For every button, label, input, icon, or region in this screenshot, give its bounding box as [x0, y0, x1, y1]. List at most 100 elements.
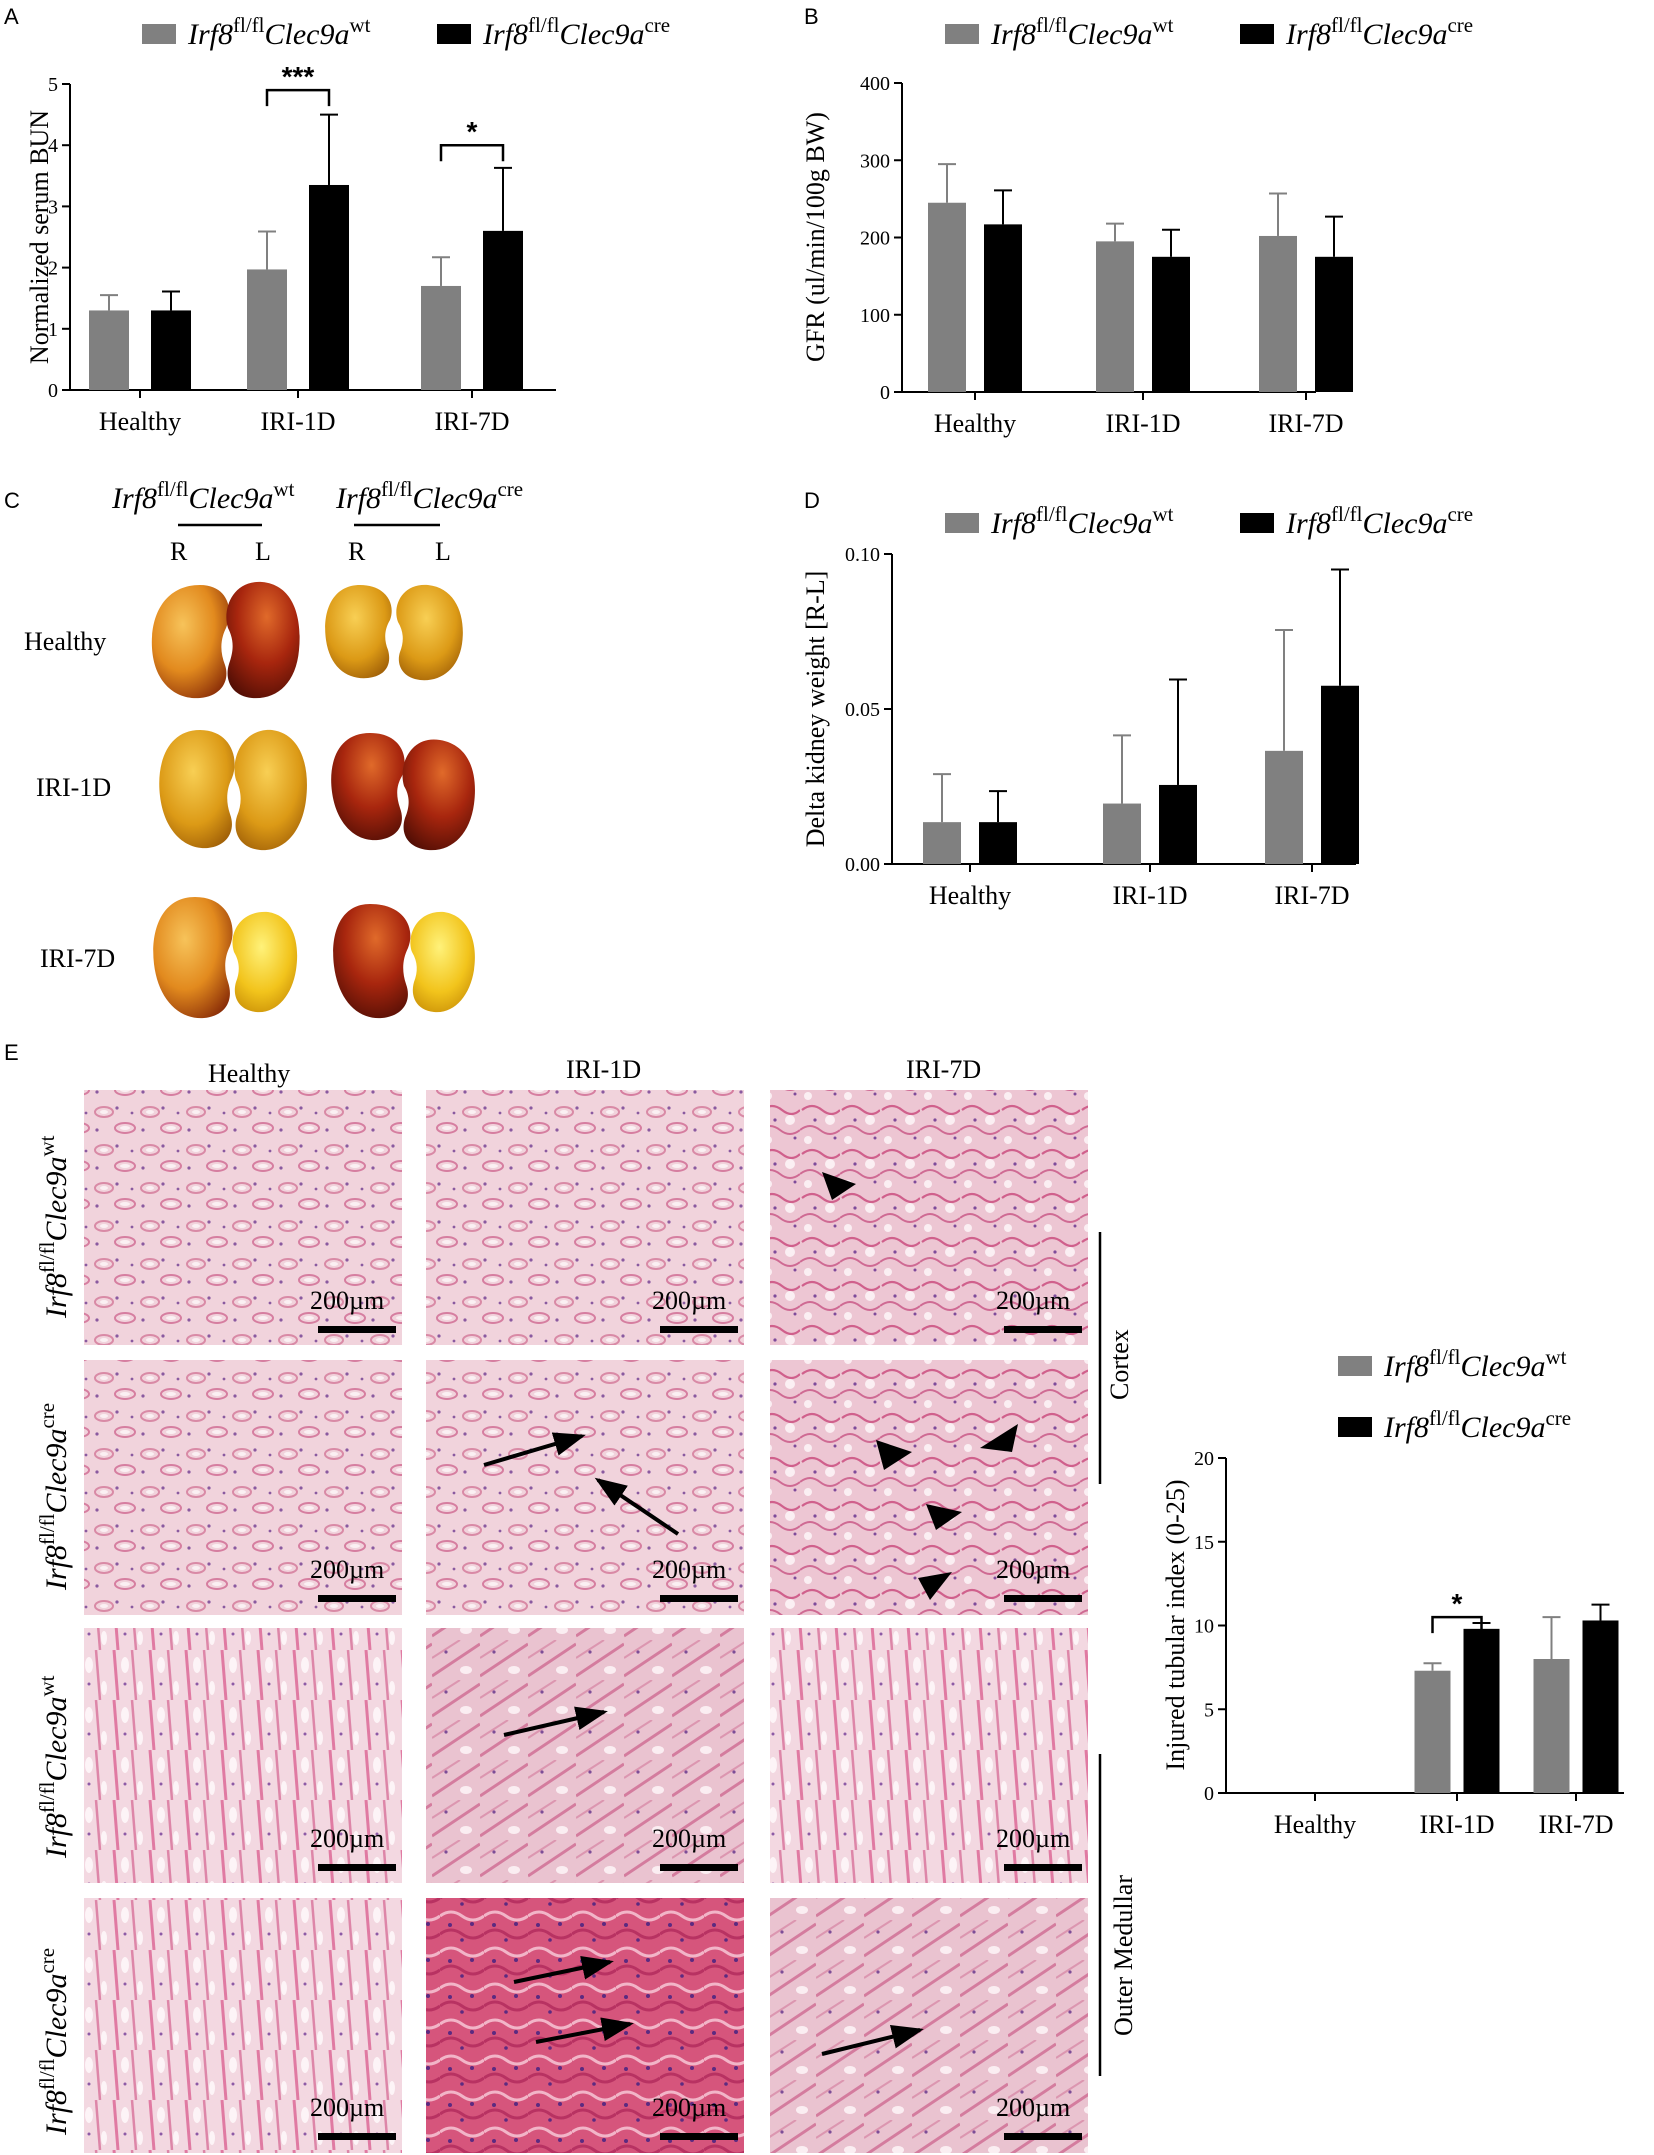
chart-b-ytick-label: 100: [860, 305, 890, 327]
kidney-wt-iri1d-l: [234, 729, 307, 851]
kidney-cre-iri7d-l: [410, 911, 475, 1013]
chart-a-bar-wt-iri-1d: [247, 269, 287, 390]
chart-d-bar-cre-healthy: [979, 822, 1017, 864]
chart-d-ytick-label: 0.00: [845, 854, 880, 876]
chart-a-xtick-label: Healthy: [99, 407, 181, 436]
kidney-cre-iri1d-l: [402, 739, 475, 851]
scale-label-r4c1: 200µm: [310, 2093, 384, 2122]
chart-e-right-legend-swatch-wt: [1338, 1356, 1372, 1376]
scale-label-r1c1: 200µm: [310, 1286, 384, 1315]
chart-b-ytick-label: 200: [860, 228, 890, 250]
chart-a-serum-bun: 0 1 2 3 4 5 Normalized serum BUN Healthy IRI-1D I…: [25, 13, 670, 436]
chart-d-xtick-label: IRI-7D: [1274, 881, 1349, 910]
histo-r4-iri1d: [426, 1898, 744, 2153]
scale-label-r3c3: 200µm: [996, 1824, 1070, 1853]
chart-b-bar-cre-iri-1d: [1152, 256, 1190, 392]
chart-d-bar-cre-iri-1d: [1159, 784, 1197, 864]
arrowhead-marker-r2c3-b: [980, 1424, 1018, 1452]
chart-b-legend-swatch-wt: [945, 24, 979, 44]
kidney-cre-iri1d-r: [331, 733, 405, 841]
chart-a-ytick-label: 4: [48, 135, 58, 157]
panel-c-kidney-photos: Irf8fl/flClec9awt Irf8fl/flClec9acre R L…: [24, 477, 523, 1019]
scale-label-r2c3: 200µm: [996, 1555, 1070, 1584]
histo-r1-healthy: [84, 1090, 402, 1345]
panel-letter-d: D: [804, 488, 820, 513]
chart-e-right-ytick-label: 0: [1204, 1783, 1214, 1805]
panel-letter-a: A: [4, 4, 19, 29]
chart-a-sig-bracket: [265, 88, 331, 107]
panel-letter-c: C: [4, 488, 20, 513]
chart-a-sig-label: *: [467, 116, 478, 147]
chart-d-legend-label-wt: Irf8fl/flClec9awt: [990, 502, 1174, 540]
chart-b-bar-wt-iri-1d: [1096, 241, 1134, 392]
kidney-wt-iri7d-r: [153, 897, 233, 1019]
arrowhead-marker-r1c3: [822, 1172, 856, 1200]
chart-d-ylabel: Delta kidney weight [R-L]: [801, 571, 830, 848]
panel-c-rl-l2: L: [435, 537, 451, 566]
kidney-wt-healthy-r: [151, 585, 230, 699]
outer-medullar-label: Outer Medullar: [1109, 1875, 1138, 2036]
chart-b-ytick-label: 300: [860, 150, 890, 172]
chart-b-ylabel: GFR (ul/min/100g BW): [801, 112, 830, 362]
chart-b-xtick-label: Healthy: [934, 409, 1016, 438]
histo-r1-iri1d: [426, 1090, 744, 1345]
chart-a-legend-label-cre: Irf8fl/flClec9acre: [482, 13, 670, 51]
chart-d-xtick-label: Healthy: [929, 881, 1011, 910]
chart-d-legend-swatch-wt: [945, 513, 979, 533]
chart-e-right-bar-wt-iri-1d: [1414, 1670, 1451, 1793]
kidney-cre-iri7d-r: [333, 904, 411, 1019]
chart-a-bar-cre-iri-1d: [309, 184, 349, 390]
chart-a-ytick-label: 5: [48, 74, 58, 96]
chart-e-right-sig-bracket: [1431, 1615, 1483, 1634]
chart-d-bar-wt-healthy: [923, 822, 961, 864]
scale-label-r1c2: 200µm: [652, 1286, 726, 1315]
chart-d-ytick-label: 0.05: [845, 699, 880, 721]
chart-b-ytick-label: 400: [860, 73, 890, 95]
chart-e-right-ytick-label: 5: [1204, 1699, 1214, 1721]
chart-b-legend-swatch-cre: [1240, 24, 1274, 44]
kidney-wt-iri7d-l: [232, 911, 298, 1013]
chart-e-right-legend-label-wt: Irf8fl/flClec9awt: [1383, 1345, 1567, 1383]
cortex-label: Cortex: [1105, 1329, 1134, 1400]
chart-e-right-xtick-label: IRI-7D: [1538, 1810, 1613, 1839]
panel-e-row-label-1: Irf8fl/flClec9awt: [35, 1135, 73, 1319]
chart-b-gfr: 0 100 200 300 400 GFR (ul/min/100g BW) Healthy…: [801, 13, 1473, 438]
arrow-r3c2: [503, 1706, 608, 1737]
chart-d-legend-swatch-cre: [1240, 513, 1274, 533]
kidney-cre-healthy-r: [325, 585, 392, 679]
chart-e-right-ytick-label: 10: [1194, 1616, 1214, 1638]
histo-r2-iri1d: [426, 1360, 744, 1615]
histo-r4-iri7d: [770, 1898, 1088, 2153]
scale-label-r2c1: 200µm: [310, 1555, 384, 1584]
chart-b-xtick-label: IRI-7D: [1268, 409, 1343, 438]
scale-label-r3c1: 200µm: [310, 1824, 384, 1853]
panel-c-rl-l1: L: [255, 537, 271, 566]
chart-b-bar-wt-healthy: [928, 202, 966, 392]
kidney-wt-healthy-l: [226, 581, 300, 699]
chart-b-bar-wt-iri-7d: [1259, 235, 1297, 392]
scale-label-r1c3: 200µm: [996, 1286, 1070, 1315]
chart-b-legend-label-cre: Irf8fl/flClec9acre: [1285, 13, 1473, 51]
arrow-r4c2-b: [535, 2017, 634, 2044]
arrowhead-marker-r2c3-d: [918, 1572, 952, 1600]
panel-e-histology: Healthy IRI-1D IRI-7D Irf8fl/flClec9awt …: [35, 1055, 1138, 2153]
chart-a-legend-label-wt: Irf8fl/flClec9awt: [187, 13, 371, 51]
chart-e-right-legend-label-cre: Irf8fl/flClec9acre: [1383, 1406, 1571, 1444]
panel-c-rl-r2: R: [348, 537, 366, 566]
arrowhead-marker-r2c3-c: [926, 1504, 962, 1530]
kidney-cre-healthy-l: [396, 584, 463, 681]
chart-a-sig-bracket: [439, 143, 505, 162]
chart-b-xtick-label: IRI-1D: [1105, 409, 1180, 438]
panel-c-header-wt: Irf8fl/flClec9awt: [111, 477, 295, 515]
chart-a-ytick-label: 2: [48, 258, 58, 280]
panel-e-row-label-2: Irf8fl/flClec9acre: [35, 1403, 73, 1591]
chart-a-legend-swatch-wt: [142, 24, 176, 44]
chart-d-legend-label-cre: Irf8fl/flClec9acre: [1285, 502, 1473, 540]
scale-label-r2c2: 200µm: [652, 1555, 726, 1584]
histo-r1-iri7d: [770, 1090, 1088, 1345]
chart-e-right-bar-cre-iri-1d: [1463, 1628, 1500, 1793]
arrow-r2c2-b: [594, 1477, 680, 1536]
arrow-r2c2-a: [483, 1432, 586, 1467]
chart-a-xtick-label: IRI-7D: [434, 407, 509, 436]
